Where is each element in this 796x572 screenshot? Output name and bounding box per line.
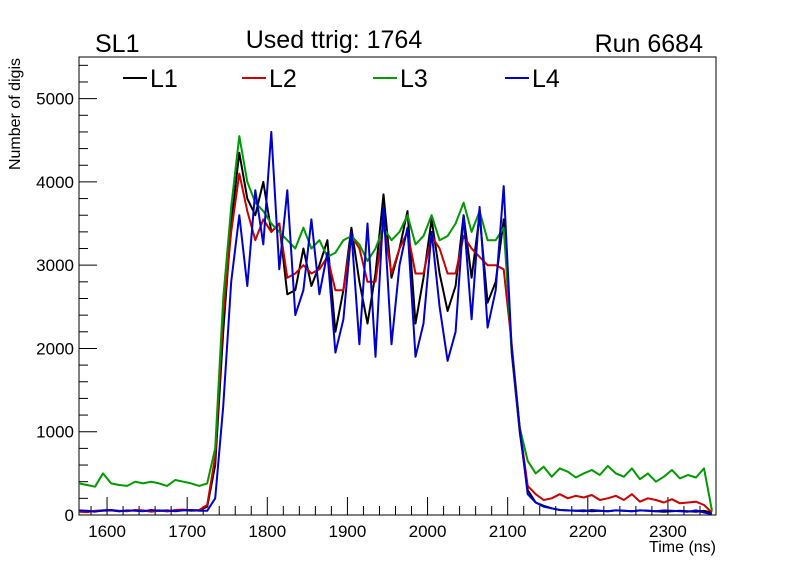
x-tick-label: 1700: [168, 522, 206, 541]
x-tick-label: 1800: [248, 522, 286, 541]
plot-area: 1600 1700 1800 1900 2000 2100 2200 2300 0 1000 200…: [36, 56, 717, 541]
y-tick-label: 2000: [36, 339, 74, 358]
legend-label-l1: L1: [150, 65, 178, 93]
legend-label-l3: L3: [400, 65, 428, 93]
y-tick-label: 3000: [36, 256, 74, 275]
x-tick-label: 1900: [329, 522, 367, 541]
ttrig-label: Used ttrig: 1764: [246, 26, 423, 54]
x-axis-title: Time (ns): [649, 539, 716, 556]
run-label: Run 6684: [595, 30, 704, 58]
y-tick-label: 5000: [36, 90, 74, 109]
x-tick-label: 2100: [489, 522, 527, 541]
series-line-l4: [78, 130, 713, 516]
legend-label-l2: L2: [269, 65, 297, 93]
x-tick-label: 1600: [88, 522, 126, 541]
x-tick-label: 2300: [649, 522, 687, 541]
plot-frame: [78, 56, 717, 516]
x-tick-label: 2000: [409, 522, 447, 541]
y-tick-label: 0: [65, 506, 74, 525]
y-tick-label: 1000: [36, 423, 74, 442]
sl-label: SL1: [95, 30, 139, 58]
y-tick-label: 4000: [36, 173, 74, 192]
series-line-l3: [78, 135, 713, 511]
x-tick-label: 2200: [569, 522, 607, 541]
legend-label-l4: L4: [532, 65, 560, 93]
y-axis-title: Number of digis: [7, 58, 24, 170]
